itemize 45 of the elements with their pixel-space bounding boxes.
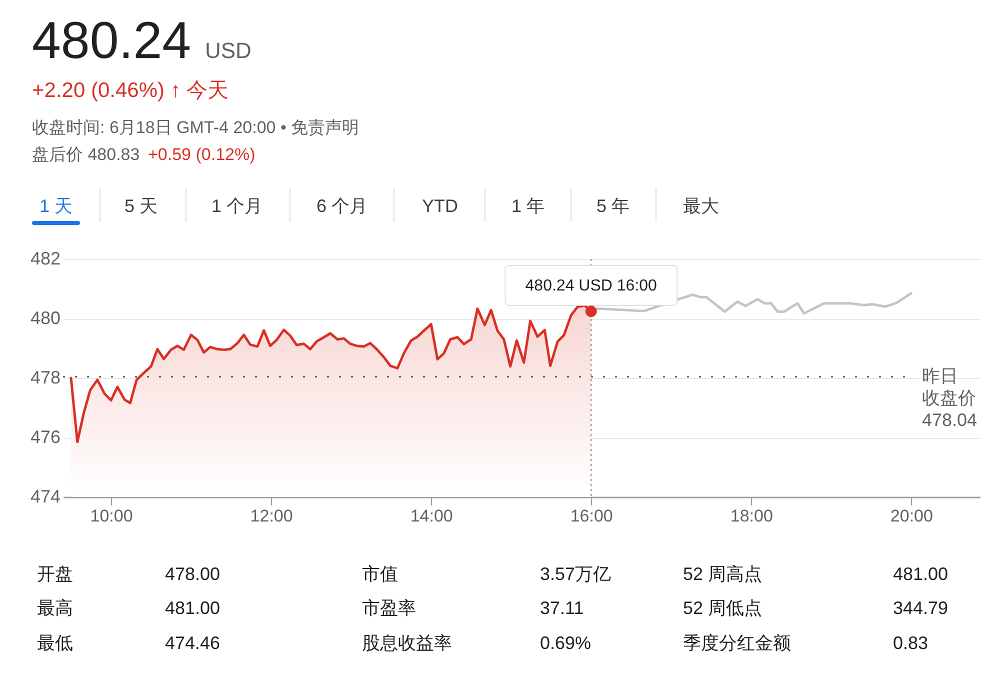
text: 6 个月	[316, 196, 368, 216]
text: 474.46	[165, 633, 220, 653]
x-tick-label: 10:00	[90, 506, 133, 526]
text: +0.59 (0.12%)	[148, 145, 256, 164]
text: 3.57万亿	[540, 564, 612, 584]
text: 1 年	[511, 196, 545, 216]
text: 1 个月	[211, 196, 263, 216]
text: 0.83	[893, 633, 928, 653]
text: 股息收益率	[362, 633, 452, 653]
x-tick-label: 12:00	[250, 506, 293, 526]
text: 0.69%	[540, 633, 592, 653]
text: 1 天	[39, 196, 73, 216]
text: 收盘时间: 6月18日 GMT-4 20:00 • 免责声明	[32, 118, 360, 137]
y-tick-label: 474	[30, 486, 60, 506]
text: 5 年	[596, 196, 630, 216]
text: 478.00	[165, 564, 220, 584]
text: 市盈率	[362, 598, 416, 618]
chart-title: 480.24	[32, 12, 192, 70]
text: 481.00	[893, 564, 948, 584]
y-tick-label: 478	[30, 368, 60, 388]
text: 5 天	[124, 196, 158, 216]
text: 37.11	[540, 598, 584, 618]
x-tick-label: 14:00	[410, 506, 453, 526]
text: 最高	[37, 598, 73, 618]
text: 481.00	[165, 598, 220, 618]
text: 52 周高点	[683, 564, 762, 584]
x-tick-label: 16:00	[570, 506, 613, 526]
text: 最大	[683, 196, 719, 216]
text: 344.79	[893, 598, 948, 618]
text: +2.20 (0.46%) ↑ 今天	[32, 79, 229, 102]
annotation: 480.24 USD 16:00	[525, 277, 658, 294]
text: 52 周低点	[683, 598, 762, 618]
y-tick-label: 482	[30, 248, 60, 268]
y-tick-label: 480	[30, 308, 60, 328]
text: 最低	[37, 633, 73, 653]
text: USD	[205, 38, 252, 63]
text: 开盘	[37, 564, 73, 584]
ref-line-label: 昨日收盘价 478.04	[922, 366, 978, 430]
text: 市值	[362, 564, 398, 584]
x-tick-label: 20:00	[890, 506, 933, 526]
text: 季度分红金额	[683, 633, 791, 653]
x-tick-label: 18:00	[730, 506, 773, 526]
text: 盘后价 480.83	[32, 145, 140, 164]
text: YTD	[422, 196, 458, 216]
y-tick-label: 476	[30, 427, 60, 447]
